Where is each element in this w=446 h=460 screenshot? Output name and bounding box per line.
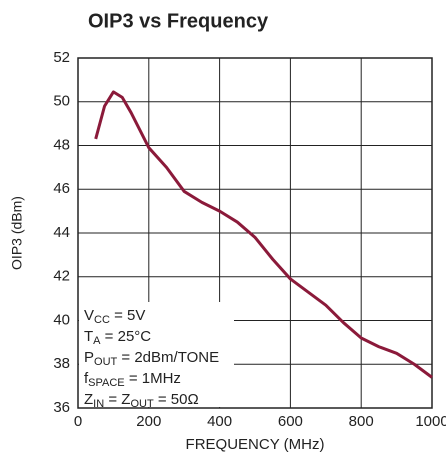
annotation: fSPACE = 1MHz <box>84 370 181 389</box>
x-tick-label: 0 <box>74 413 82 430</box>
y-tick-label: 52 <box>53 49 70 66</box>
annotation: POUT = 2dBm/TONE <box>84 349 219 368</box>
plot-frame <box>77 57 433 409</box>
y-axis-label: OIP3 (dBm) <box>9 196 25 270</box>
annotation-part: = Z <box>104 391 130 408</box>
annotation-part: = 25°C <box>101 328 152 345</box>
data-line <box>94 90 433 379</box>
annotation-box <box>79 302 234 407</box>
annotation-part: OUT <box>94 356 118 368</box>
annotation-part: f <box>84 370 89 387</box>
x-tick-label: 600 <box>278 413 303 430</box>
annotation-part: P <box>84 349 94 366</box>
y-tick-label: 44 <box>53 224 70 241</box>
annotation: VCC = 5V <box>84 307 145 326</box>
annotation-part: SPACE <box>88 377 124 389</box>
annotation: ZIN = ZOUT = 50Ω <box>84 391 199 410</box>
annotation-part: = 5V <box>110 307 145 324</box>
x-tick-label: 1000 <box>415 413 446 430</box>
chart-title: OIP3 vs Frequency <box>88 10 269 32</box>
annotation-part: CC <box>94 314 110 326</box>
annotation-part: Z <box>84 391 93 408</box>
x-tick-label: 200 <box>136 413 161 430</box>
annotation-part: = 2dBm/TONE <box>117 349 219 366</box>
y-tick-label: 48 <box>53 136 70 153</box>
y-tick-label: 50 <box>53 93 70 110</box>
y-tick-label: 46 <box>53 180 70 197</box>
x-tick-label: 400 <box>207 413 232 430</box>
y-tick-label: 36 <box>53 399 70 416</box>
annotation: TA = 25°C <box>84 328 151 347</box>
y-tick-label: 42 <box>53 268 70 285</box>
annotation-part: IN <box>93 398 104 410</box>
annotation-part: A <box>93 335 101 347</box>
annotation-part: = 50Ω <box>154 391 199 408</box>
y-tick-label: 40 <box>53 311 70 328</box>
y-tick-label: 38 <box>53 355 70 372</box>
x-tick-label: 800 <box>349 413 374 430</box>
annotation-part: = 1MHz <box>125 370 181 387</box>
x-axis-label: FREQUENCY (MHz) <box>186 436 325 453</box>
annotation-part: OUT <box>130 398 154 410</box>
annotation-part: V <box>84 307 94 324</box>
annotation-part: T <box>84 328 93 345</box>
